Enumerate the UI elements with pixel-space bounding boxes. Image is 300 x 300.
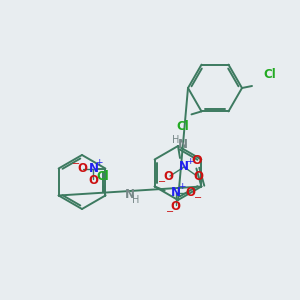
Text: Cl: Cl <box>96 169 109 182</box>
Text: −: − <box>72 158 80 169</box>
Text: O: O <box>163 170 173 184</box>
Text: N: N <box>179 160 189 173</box>
Text: Cl: Cl <box>176 120 189 134</box>
Text: N: N <box>88 162 98 175</box>
Text: +: + <box>94 158 102 167</box>
Text: O: O <box>88 174 98 187</box>
Text: +: + <box>178 182 185 191</box>
Text: O: O <box>193 170 203 184</box>
Text: N: N <box>171 186 181 199</box>
Text: O: O <box>186 186 196 199</box>
Text: Cl: Cl <box>263 68 276 81</box>
Text: +: + <box>186 158 194 166</box>
Text: N: N <box>125 188 135 200</box>
Text: O: O <box>191 154 202 166</box>
Text: O: O <box>171 200 181 213</box>
Text: −: − <box>194 194 202 203</box>
Text: −: − <box>158 177 166 187</box>
Text: O: O <box>77 162 87 175</box>
Text: H: H <box>172 135 180 145</box>
Text: −: − <box>166 206 174 217</box>
Text: N: N <box>178 139 188 152</box>
Text: H: H <box>132 195 140 205</box>
